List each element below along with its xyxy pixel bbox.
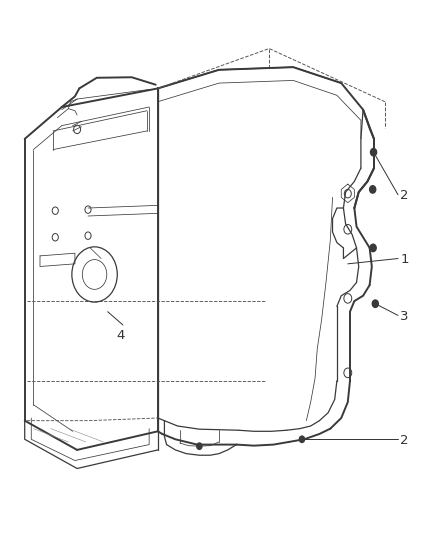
Circle shape bbox=[197, 443, 202, 449]
Circle shape bbox=[370, 185, 376, 193]
Circle shape bbox=[372, 300, 378, 308]
Text: 1: 1 bbox=[400, 253, 409, 266]
Circle shape bbox=[371, 149, 377, 156]
Circle shape bbox=[370, 244, 376, 252]
Text: 3: 3 bbox=[400, 310, 409, 323]
Circle shape bbox=[299, 436, 304, 442]
Text: 2: 2 bbox=[400, 189, 409, 203]
Text: 2: 2 bbox=[400, 434, 409, 447]
Text: 4: 4 bbox=[117, 329, 125, 342]
